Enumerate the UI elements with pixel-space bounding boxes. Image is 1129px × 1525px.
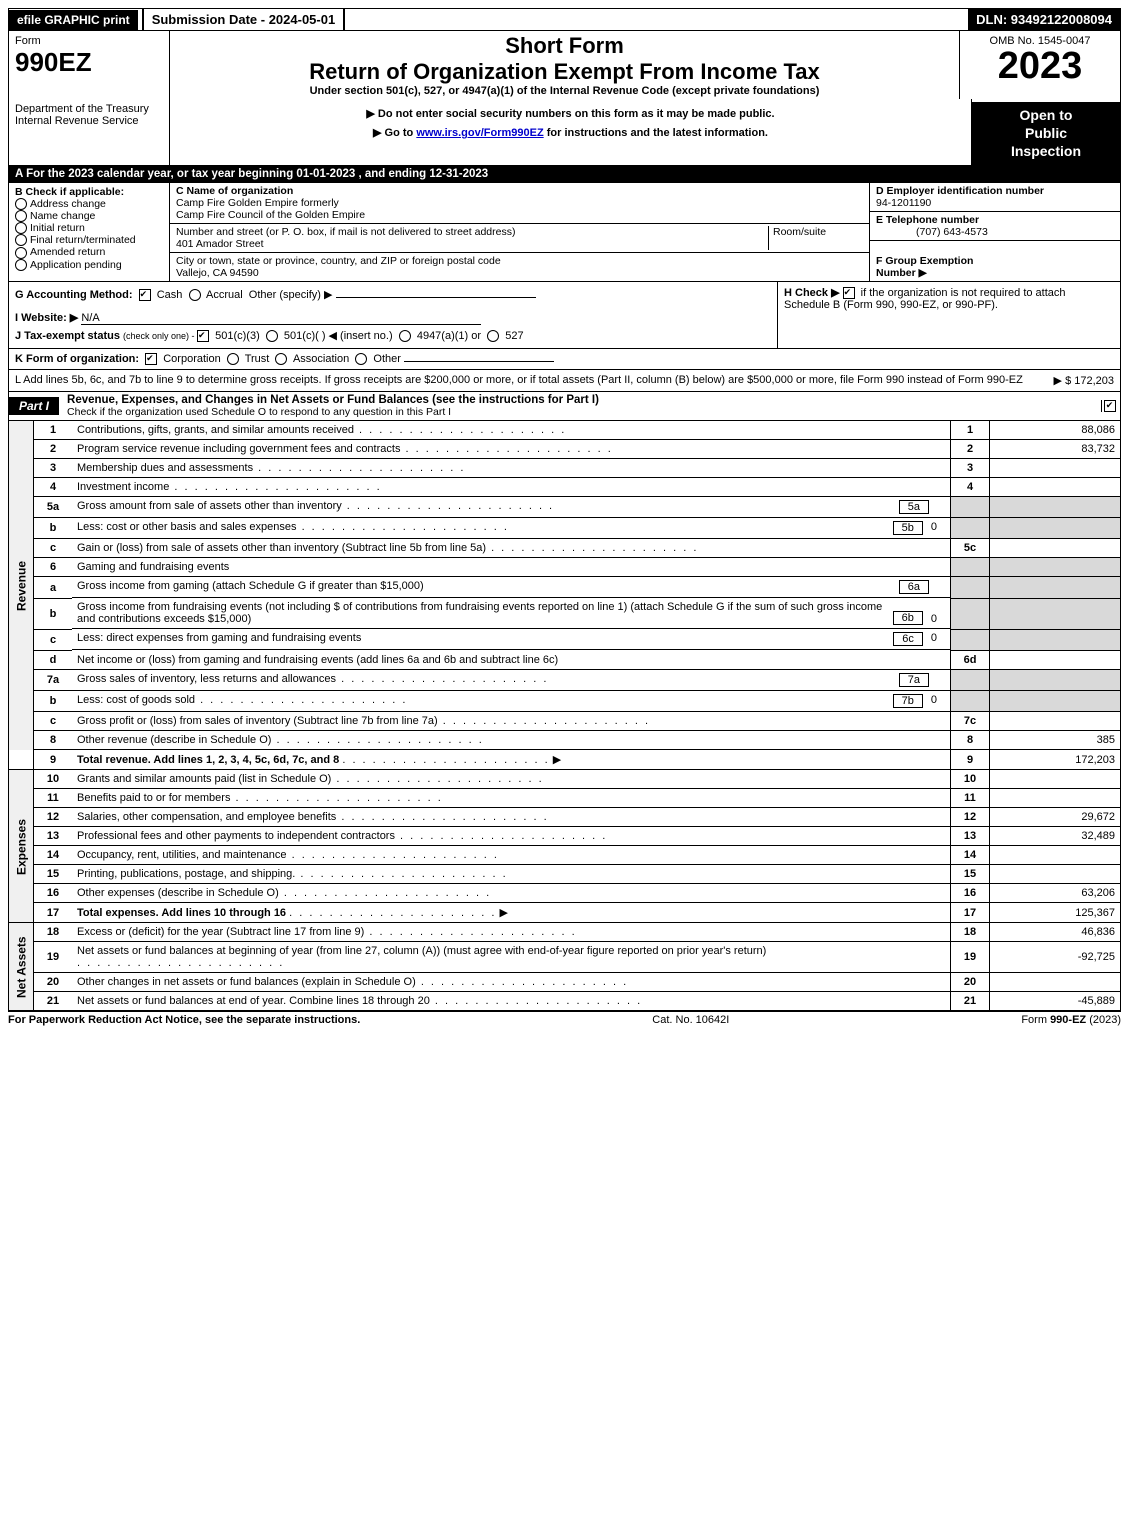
- top-bar-left: efile GRAPHIC print Submission Date - 20…: [9, 9, 345, 30]
- org-name-2: Camp Fire Council of the Golden Empire: [176, 209, 365, 221]
- chk-corp[interactable]: [145, 353, 157, 365]
- org-name-1: Camp Fire Golden Empire formerly: [176, 197, 339, 209]
- efile-button[interactable]: efile GRAPHIC print: [9, 10, 138, 30]
- tel-row: E Telephone number (707) 643-4573: [870, 212, 1120, 241]
- part1-chk[interactable]: [1101, 400, 1120, 412]
- side-netassets: Net Assets: [9, 923, 34, 1011]
- header-mid-2: ▶ Do not enter social security numbers o…: [170, 99, 971, 165]
- other-specify-input[interactable]: [336, 297, 536, 298]
- info-block: B Check if applicable: Address change Na…: [8, 183, 1121, 282]
- dln-label: DLN: 93492122008094: [968, 9, 1120, 30]
- ein-val: 94-1201190: [876, 197, 931, 209]
- org-name-row: C Name of organization Camp Fire Golden …: [170, 183, 869, 224]
- col-de: D Employer identification number 94-1201…: [869, 183, 1120, 281]
- col-b: B Check if applicable: Address change Na…: [9, 183, 170, 281]
- short-form-title: Short Form: [176, 33, 953, 59]
- row-g-left: G Accounting Method: Cash Accrual Other …: [9, 282, 777, 348]
- col-c: C Name of organization Camp Fire Golden …: [170, 183, 869, 281]
- addr-val: 401 Amador Street: [176, 238, 264, 250]
- row-j: J Tax-exempt status (check only one) - 5…: [15, 329, 771, 342]
- row-k: K Form of organization: Corporation Trus…: [8, 349, 1121, 370]
- open-public-text: Open to Public Inspection: [972, 102, 1120, 165]
- form-header-2: Department of the Treasury Internal Reve…: [8, 99, 1121, 165]
- chk-501c[interactable]: [266, 330, 278, 342]
- col-c-name-lbl: C Name of organization: [176, 185, 293, 197]
- sub-title-2: ▶ Do not enter social security numbers o…: [176, 107, 965, 120]
- chk-527[interactable]: [487, 330, 499, 342]
- part1-tab: Part I: [9, 397, 59, 415]
- header-mid: Short Form Return of Organization Exempt…: [170, 31, 959, 99]
- addr-lbl: Number and street (or P. O. box, if mail…: [176, 226, 515, 238]
- open-public: Open to Public Inspection: [971, 99, 1120, 165]
- chk-other-org[interactable]: [355, 353, 367, 365]
- chk-4947[interactable]: [399, 330, 411, 342]
- chk-trust[interactable]: [227, 353, 239, 365]
- form-number: 990EZ: [15, 47, 163, 78]
- row-i: I Website: ▶ N/A: [15, 311, 771, 325]
- top-bar: efile GRAPHIC print Submission Date - 20…: [8, 8, 1121, 31]
- g-lbl: G Accounting Method:: [15, 289, 133, 301]
- chk-address[interactable]: Address change: [15, 198, 163, 210]
- sub3-pre: ▶ Go to: [373, 127, 416, 139]
- side-expenses: Expenses: [9, 770, 34, 923]
- j-sub: (check only one) -: [123, 331, 197, 341]
- irs-link[interactable]: www.irs.gov/Form990EZ: [416, 127, 543, 139]
- chk-amended[interactable]: Amended return: [15, 246, 163, 258]
- form-label: Form: [15, 35, 163, 47]
- row-gh-box: G Accounting Method: Cash Accrual Other …: [8, 282, 1121, 349]
- sub3-post: for instructions and the latest informat…: [544, 127, 768, 139]
- chk-cash[interactable]: [139, 289, 151, 301]
- row-g: G Accounting Method: Cash Accrual Other …: [15, 288, 771, 301]
- section-a: A For the 2023 calendar year, or tax yea…: [8, 165, 1121, 183]
- website-val: N/A: [81, 312, 481, 325]
- ein-row: D Employer identification number 94-1201…: [870, 183, 1120, 212]
- form-header: Form 990EZ Short Form Return of Organiza…: [8, 31, 1121, 99]
- sub-title-3: ▶ Go to www.irs.gov/Form990EZ for instru…: [176, 126, 965, 139]
- group-lbl: F Group Exemption Number ▶: [876, 255, 973, 279]
- chk-501c3[interactable]: [197, 330, 209, 342]
- part1-title: Revenue, Expenses, and Changes in Net As…: [59, 392, 1101, 420]
- j-lbl: J Tax-exempt status: [15, 330, 120, 342]
- city-lbl: City or town, state or province, country…: [176, 255, 501, 267]
- k-lbl: K Form of organization:: [15, 353, 139, 365]
- lines-table: Revenue 1Contributions, gifts, grants, a…: [8, 421, 1121, 1012]
- tax-year: 2023: [966, 47, 1114, 85]
- row-h: H Check ▶ if the organization is not req…: [777, 282, 1120, 348]
- page-footer: For Paperwork Reduction Act Notice, see …: [8, 1011, 1121, 1026]
- chk-h[interactable]: [843, 287, 855, 299]
- footer-left: For Paperwork Reduction Act Notice, see …: [8, 1014, 360, 1026]
- tel-val: (707) 643-4573: [876, 226, 988, 238]
- footer-right: Form 990-EZ (2023): [1021, 1014, 1121, 1026]
- submission-date: Submission Date - 2024-05-01: [142, 9, 346, 30]
- row-l: L Add lines 5b, 6c, and 7b to line 9 to …: [8, 370, 1121, 392]
- chk-name[interactable]: Name change: [15, 210, 163, 222]
- h-lbl: H Check ▶: [784, 287, 840, 299]
- col-b-header: B Check if applicable:: [15, 186, 163, 198]
- room-lbl: Room/suite: [768, 226, 863, 250]
- header-left: Form 990EZ: [9, 31, 170, 99]
- l-val: ▶ $ 172,203: [1054, 374, 1114, 387]
- header-right: OMB No. 1545-0047 2023: [959, 31, 1120, 99]
- i-lbl: I Website: ▶: [15, 312, 78, 324]
- chk-accrual[interactable]: [189, 289, 201, 301]
- other-org-input[interactable]: [404, 361, 554, 362]
- main-title: Return of Organization Exempt From Incom…: [176, 59, 953, 85]
- sub-title-1: Under section 501(c), 527, or 4947(a)(1)…: [176, 85, 953, 97]
- city-row: City or town, state or province, country…: [170, 253, 869, 281]
- chk-assoc[interactable]: [275, 353, 287, 365]
- l-txt: L Add lines 5b, 6c, and 7b to line 9 to …: [15, 374, 1054, 387]
- footer-mid: Cat. No. 10642I: [652, 1014, 729, 1026]
- chk-initial[interactable]: Initial return: [15, 222, 163, 234]
- chk-final[interactable]: Final return/terminated: [15, 234, 163, 246]
- dept-label: Department of the Treasury Internal Reve…: [9, 99, 170, 165]
- part1-header: Part I Revenue, Expenses, and Changes in…: [8, 392, 1121, 421]
- side-revenue: Revenue: [9, 421, 34, 750]
- tel-lbl: E Telephone number: [876, 214, 979, 226]
- group-exemption: F Group Exemption Number ▶: [870, 241, 1120, 281]
- addr-row: Number and street (or P. O. box, if mail…: [170, 224, 869, 253]
- chk-pending[interactable]: Application pending: [15, 259, 163, 271]
- ein-lbl: D Employer identification number: [876, 185, 1044, 197]
- city-val: Vallejo, CA 94590: [176, 267, 259, 279]
